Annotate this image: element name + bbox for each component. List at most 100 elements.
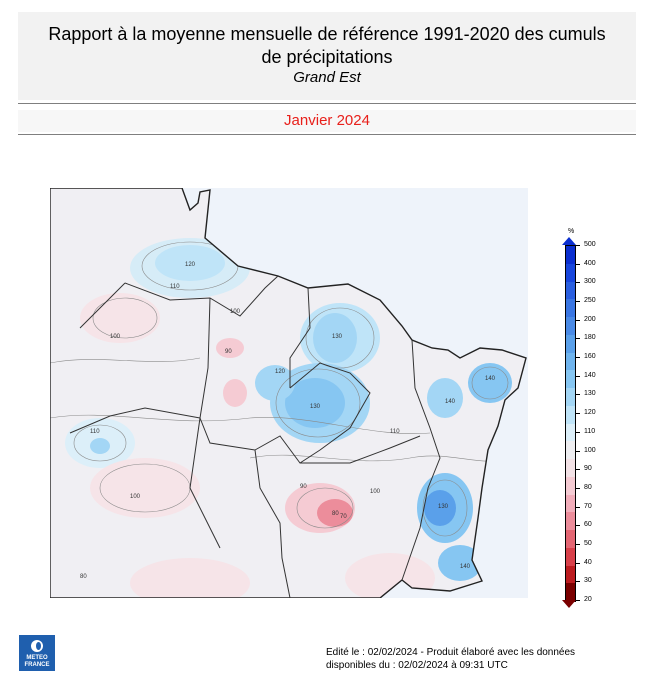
legend-swatch — [566, 246, 575, 265]
legend-tick — [576, 562, 580, 564]
legend-swatch — [566, 512, 575, 531]
legend-swatch — [566, 370, 575, 389]
legend-tick — [576, 525, 580, 527]
contour-label: 70 — [340, 514, 347, 520]
department-border — [69, 407, 201, 434]
contour-label: 110 — [90, 429, 100, 435]
department-border — [289, 287, 311, 388]
region-subtitle: Grand Est — [293, 69, 361, 86]
legend-label: 140 — [584, 371, 596, 379]
legend-label: 120 — [584, 409, 596, 417]
legend-label: 500 — [584, 241, 596, 248]
legend-swatch — [566, 388, 575, 407]
contour-label: 130 — [310, 404, 321, 410]
logo-text-2: FRANCE — [24, 662, 50, 668]
contour-label: 100 — [110, 334, 121, 340]
contour-label: 120 — [275, 369, 286, 375]
legend-label: 40 — [584, 558, 592, 566]
divider-top — [18, 103, 636, 104]
department-border — [124, 275, 279, 317]
legend-tick — [576, 301, 580, 303]
legend-tick — [576, 357, 580, 359]
legend-tick — [576, 469, 580, 471]
legend-tick — [576, 450, 580, 452]
title-box: Rapport à la moyenne mensuelle de référe… — [18, 12, 636, 100]
divider-bottom — [18, 134, 636, 135]
department-border — [79, 282, 126, 329]
legend-swatch — [566, 334, 575, 353]
contour-label: 100 — [130, 494, 141, 500]
department-border — [189, 417, 221, 549]
contour-label: 140 — [485, 376, 496, 382]
contour-label: 130 — [438, 504, 449, 510]
legend-tick — [576, 581, 580, 583]
logo-mark-icon — [31, 640, 43, 652]
legend-unit: % — [568, 228, 575, 235]
contour-label: 100 — [230, 309, 241, 315]
contour-label: 130 — [332, 334, 343, 340]
legend-tick — [576, 282, 580, 284]
legend-label: 60 — [584, 521, 592, 529]
contour-label: 100 — [370, 489, 381, 495]
precipitation-map: 120 110 100 90 130 140 80 110 100 130 90… — [49, 187, 528, 599]
legend-tick — [576, 506, 580, 508]
legend-swatch — [566, 423, 575, 442]
legend-label: 70 — [584, 502, 592, 510]
meteo-france-logo: METEO FRANCE — [19, 635, 55, 671]
department-border — [401, 339, 441, 581]
legend-label: 90 — [584, 465, 592, 473]
legend-tick — [576, 338, 580, 340]
legend-swatch — [566, 281, 575, 300]
legend-swatch — [566, 476, 575, 495]
legend-label: 300 — [584, 278, 596, 286]
legend-tick — [576, 394, 580, 396]
legend-label: 250 — [584, 297, 596, 305]
legend-swatch — [566, 459, 575, 478]
legend-swatch — [566, 352, 575, 371]
region-outline — [49, 187, 527, 599]
legend-tick — [576, 487, 580, 489]
legend-tick — [576, 431, 580, 433]
legend-tick — [576, 543, 580, 545]
legend-bottom-arrow — [562, 600, 576, 608]
contour-label: 110 — [390, 429, 400, 435]
contour-label: 90 — [300, 484, 307, 490]
legend-tick — [576, 263, 580, 265]
legend-swatch — [566, 441, 575, 460]
legend-tick — [576, 600, 580, 601]
legend-swatch — [566, 547, 575, 566]
footer-line-2: disponibles du : 02/02/2024 à 09:31 UTC — [326, 660, 508, 671]
legend-label: 130 — [584, 390, 596, 398]
logo-text-1: METEO — [26, 655, 48, 661]
footer-line-1: Edité le : 02/02/2024 - Produit élaboré … — [326, 647, 576, 658]
legend-swatch — [566, 565, 575, 584]
legend-label: 200 — [584, 315, 596, 323]
department-border — [289, 362, 371, 464]
contour-label: 110 — [170, 284, 180, 290]
legend-tick — [576, 375, 580, 377]
legend-swatch — [566, 317, 575, 336]
legend-label: 30 — [584, 577, 592, 585]
legend-tick — [576, 245, 580, 246]
legend-swatch — [566, 530, 575, 549]
contour-label: 80 — [80, 574, 87, 580]
legend-swatch — [566, 405, 575, 424]
legend-tick — [576, 319, 580, 321]
legend-swatch — [566, 494, 575, 513]
legend-top-arrow — [562, 237, 576, 245]
legend-label: 110 — [584, 427, 596, 435]
legend-swatch — [566, 583, 575, 602]
period-label: Janvier 2024 — [18, 110, 636, 132]
legend-swatch — [566, 299, 575, 318]
legend-label: 20 — [584, 596, 592, 603]
title-line-2: de précipitations — [261, 47, 393, 67]
legend-swatch — [566, 263, 575, 282]
contour-label: 80 — [332, 511, 339, 517]
footer-note: Edité le : 02/02/2024 - Produit élaboré … — [326, 646, 575, 672]
legend-label: 50 — [584, 539, 592, 547]
contour-label: 90 — [225, 349, 232, 355]
title-line-1: Rapport à la moyenne mensuelle de référe… — [48, 24, 606, 44]
legend-label: 100 — [584, 446, 596, 454]
department-border — [254, 449, 291, 599]
contour-label: 140 — [445, 399, 456, 405]
